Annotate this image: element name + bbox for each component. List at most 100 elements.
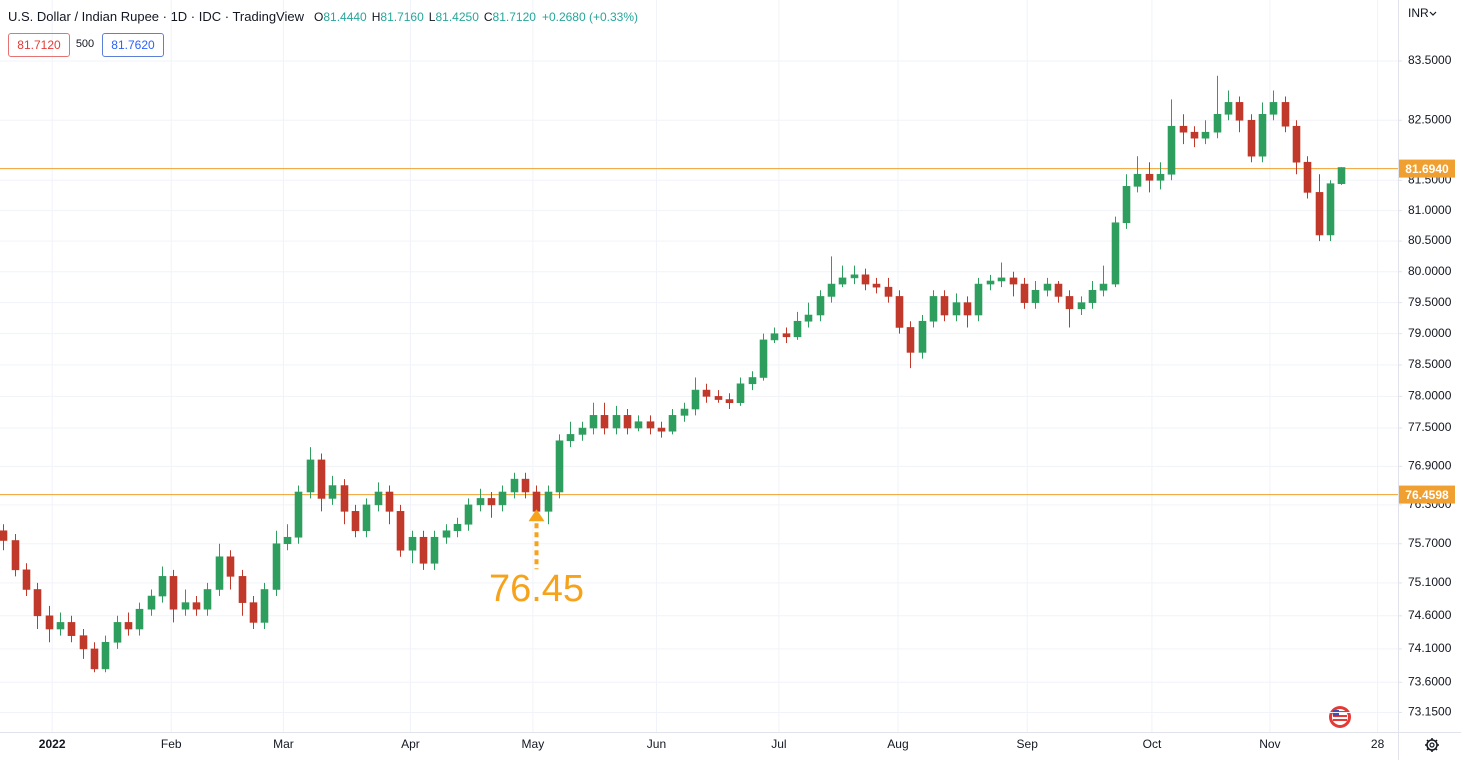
candle-body: [532, 491, 541, 512]
candle-body: [1077, 302, 1086, 310]
candle-body: [67, 622, 76, 636]
price-label-box: [1399, 485, 1455, 504]
price-label: 76.4598: [1405, 488, 1449, 502]
candle-body: [328, 485, 337, 499]
candle-body: [192, 602, 201, 610]
candle-body: [1088, 289, 1097, 303]
candle-body: [1326, 183, 1335, 236]
candle-body: [714, 396, 723, 400]
x-tick-label: 28: [1371, 737, 1385, 751]
candle-body: [1009, 277, 1018, 285]
candle-body: [918, 320, 927, 353]
candle-body: [0, 530, 8, 541]
candle-body: [850, 274, 859, 279]
candle-body: [272, 543, 281, 590]
candle-body: [1235, 102, 1244, 121]
candle-body: [181, 602, 190, 610]
y-tick-label: 73.6000: [1408, 674, 1452, 688]
currency[interactable]: INR: [1408, 6, 1429, 20]
candle-body: [906, 327, 915, 353]
candle-body: [1258, 113, 1267, 157]
buy-button[interactable]: 81.7620: [102, 33, 164, 57]
candle-body: [940, 296, 949, 316]
y-tick-label: 78.5000: [1408, 357, 1452, 371]
spread: 500: [75, 38, 95, 50]
candle-body: [22, 569, 31, 590]
candle-body: [169, 576, 178, 610]
ohlc-value: 81.4250: [435, 10, 479, 24]
candle-body: [1167, 125, 1176, 175]
y-tick-label: 76.9000: [1408, 458, 1452, 472]
candle-body: [521, 478, 530, 493]
candle-body: [45, 615, 54, 630]
candle-body: [215, 556, 224, 590]
candle-body: [408, 536, 417, 551]
candle-body: [1065, 296, 1074, 310]
x-tick-label: Jun: [647, 737, 666, 751]
sell-button[interactable]: 81.7120: [8, 33, 70, 57]
candle-body: [623, 415, 632, 429]
x-tick-label: Sep: [1017, 737, 1039, 751]
ohlc-item: O81.4440: [314, 9, 367, 24]
candle-body: [600, 415, 609, 429]
candle-body: [283, 536, 292, 545]
ohlc-legend: O81.4440 H81.7160 L81.4250 C81.7120: [314, 9, 536, 24]
settings-icon[interactable]: [1425, 738, 1439, 752]
candle-body: [838, 277, 847, 285]
candle-body: [702, 389, 711, 397]
candle-body: [1043, 283, 1052, 291]
candle-body: [11, 540, 20, 571]
candle-body: [147, 595, 156, 610]
y-tick-label: 81.0000: [1408, 203, 1452, 217]
candle-body: [1122, 186, 1131, 224]
candle-body: [986, 280, 995, 285]
flag-icon: [1329, 706, 1351, 728]
y-tick-label: 74.6000: [1408, 608, 1452, 622]
candle-body: [1111, 222, 1120, 285]
candle-body: [816, 296, 825, 316]
candle-body: [578, 427, 587, 435]
candle-body: [668, 415, 677, 432]
candle-body: [589, 415, 598, 429]
y-tick-label: 79.0000: [1408, 326, 1452, 340]
candle-body: [1145, 173, 1154, 181]
candle-body: [1247, 119, 1256, 157]
y-tick-label: 78.0000: [1408, 389, 1452, 403]
y-tick-label: 73.1500: [1408, 705, 1452, 719]
candle-body: [566, 434, 575, 442]
candle-body: [872, 283, 881, 288]
x-tick-label: Feb: [161, 737, 182, 751]
candle-body: [725, 399, 734, 404]
candle-body: [657, 427, 666, 432]
candle-body: [1054, 283, 1063, 297]
y-tick-label: 82.5000: [1408, 112, 1452, 126]
x-tick-label: 2022: [39, 737, 66, 751]
grid: [0, 0, 1398, 732]
x-tick-label: Oct: [1143, 737, 1162, 751]
candle-body: [510, 478, 519, 493]
candle-body: [736, 383, 745, 404]
candle-body: [1213, 113, 1222, 133]
y-tick-label: 77.5000: [1408, 420, 1452, 434]
y-tick-label: 80.5000: [1408, 233, 1452, 247]
ohlc-key: O: [314, 10, 324, 24]
x-tick-label: Mar: [273, 737, 294, 751]
ohlc-item: H81.7160: [372, 9, 424, 24]
candle-body: [634, 421, 643, 429]
candle-body: [294, 491, 303, 538]
candle-body: [124, 622, 133, 630]
candle-body: [963, 302, 972, 316]
candle-body: [612, 415, 621, 429]
candle-body: [374, 491, 383, 506]
x-tick-label: Aug: [887, 737, 908, 751]
y-tick-label: 74.1000: [1408, 641, 1452, 655]
candle-body: [362, 504, 371, 532]
candle-body: [1099, 283, 1108, 291]
candle-body: [158, 576, 167, 597]
ohlc-value: 81.7160: [380, 10, 424, 24]
candle-body: [1292, 125, 1301, 163]
candle-body: [929, 296, 938, 322]
candle-body: [827, 283, 836, 297]
candle-body: [101, 641, 110, 670]
candle-body: [544, 491, 553, 512]
